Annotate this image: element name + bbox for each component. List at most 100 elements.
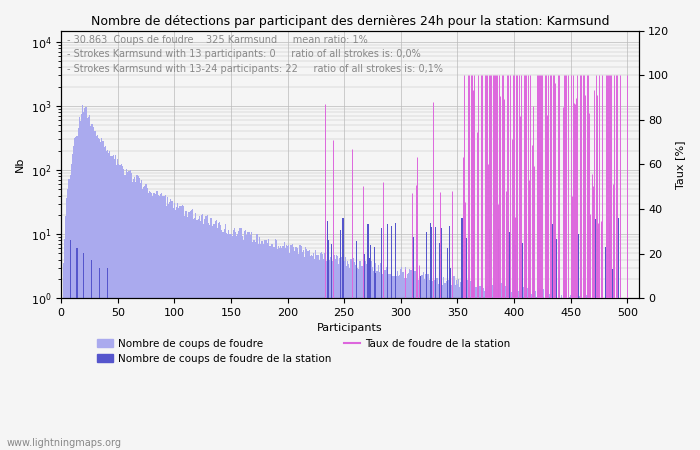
Bar xyxy=(182,205,183,450)
Bar xyxy=(211,218,212,450)
Bar xyxy=(573,298,575,450)
Bar xyxy=(391,226,392,450)
Bar xyxy=(92,124,93,450)
Bar xyxy=(475,287,476,450)
Bar xyxy=(542,289,543,450)
Bar xyxy=(379,272,380,450)
Bar xyxy=(500,289,501,450)
Bar xyxy=(174,203,175,450)
Bar xyxy=(274,239,276,450)
Bar xyxy=(66,198,67,450)
Bar xyxy=(621,298,622,450)
Bar xyxy=(201,215,202,450)
Bar xyxy=(113,159,115,450)
Bar xyxy=(229,234,230,450)
Bar xyxy=(122,169,124,450)
Bar xyxy=(522,287,524,450)
Bar xyxy=(141,180,142,450)
Bar xyxy=(177,203,178,450)
Bar xyxy=(362,266,363,450)
Bar xyxy=(318,260,320,450)
Bar xyxy=(611,298,612,450)
Bar xyxy=(465,279,466,450)
Bar xyxy=(533,292,534,450)
Bar xyxy=(241,236,243,450)
Bar xyxy=(94,131,96,450)
Bar xyxy=(413,275,414,450)
Bar xyxy=(302,252,303,450)
Bar xyxy=(493,289,494,450)
Bar xyxy=(235,232,236,450)
Bar xyxy=(169,202,170,450)
Bar xyxy=(593,298,594,450)
Bar xyxy=(320,253,321,450)
Bar xyxy=(76,248,78,450)
Bar xyxy=(555,239,556,450)
Bar xyxy=(529,287,531,450)
Bar xyxy=(234,229,235,450)
Bar xyxy=(440,284,441,450)
Bar xyxy=(258,244,259,450)
Bar xyxy=(559,270,560,450)
Bar xyxy=(516,290,517,450)
Bar xyxy=(442,285,443,450)
Bar xyxy=(265,240,267,450)
Bar xyxy=(252,243,253,450)
Bar xyxy=(346,266,347,450)
Bar xyxy=(604,298,606,450)
Bar xyxy=(130,170,131,450)
Bar xyxy=(280,246,281,450)
Bar xyxy=(601,298,602,450)
Bar xyxy=(284,242,285,450)
Bar xyxy=(340,262,342,450)
Bar xyxy=(366,264,368,450)
Bar xyxy=(527,288,528,450)
Bar xyxy=(407,274,408,450)
Bar xyxy=(327,221,328,450)
Bar xyxy=(554,230,555,450)
Bar xyxy=(137,176,139,450)
Bar xyxy=(209,225,210,450)
Bar xyxy=(208,223,209,450)
Bar xyxy=(508,221,509,450)
Bar xyxy=(106,151,107,450)
Bar xyxy=(425,274,426,450)
Bar xyxy=(412,270,413,450)
Bar xyxy=(610,297,611,450)
Bar xyxy=(458,279,459,450)
Bar xyxy=(250,235,251,450)
Bar xyxy=(332,261,333,450)
Bar xyxy=(405,267,406,450)
Bar xyxy=(533,238,534,450)
Bar xyxy=(193,219,194,450)
Bar xyxy=(81,114,82,450)
Bar xyxy=(617,218,619,450)
Bar xyxy=(83,253,84,450)
Bar xyxy=(245,230,246,450)
Bar xyxy=(626,298,628,450)
Bar xyxy=(149,191,150,450)
Bar xyxy=(281,248,283,450)
Bar xyxy=(559,297,560,450)
Bar xyxy=(279,248,280,450)
Bar xyxy=(225,224,226,450)
Bar xyxy=(569,297,570,450)
Bar xyxy=(478,243,480,450)
Bar xyxy=(355,265,356,450)
Bar xyxy=(109,151,111,450)
Bar xyxy=(550,289,551,450)
Bar xyxy=(501,283,502,450)
Bar xyxy=(72,154,73,450)
Bar xyxy=(507,286,508,450)
Bar xyxy=(390,274,391,450)
Bar xyxy=(124,175,125,450)
Bar xyxy=(430,282,432,450)
Bar xyxy=(421,275,423,450)
Bar xyxy=(469,287,470,450)
Bar xyxy=(176,207,177,450)
Bar xyxy=(505,289,507,450)
Bar xyxy=(151,193,152,450)
Bar xyxy=(313,252,314,450)
Bar xyxy=(449,226,450,450)
Bar xyxy=(220,225,221,450)
